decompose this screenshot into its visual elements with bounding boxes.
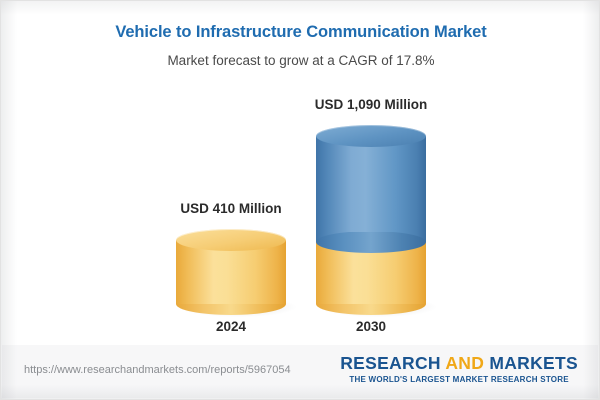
cylinder-segment-divider-2030	[316, 231, 426, 253]
report-url[interactable]: https://www.researchandmarkets.com/repor…	[24, 364, 291, 376]
cylinder-body-growth-upper-2030	[316, 136, 426, 232]
chart-title: Vehicle to Infrastructure Communication …	[115, 23, 487, 41]
footer-bar: https://www.researchandmarkets.com/repor…	[2, 345, 598, 398]
cylinder-top-cap-2030	[316, 125, 426, 147]
bar-value-label-2030: USD 1,090 Million	[314, 97, 428, 112]
category-label-2024: 2024	[215, 319, 247, 334]
logo-wordmark: RESEARCH AND MARKETS	[340, 353, 578, 373]
bar-value-label-2024: USD 410 Million	[180, 201, 282, 216]
chart-subtitle: Market forecast to grow at a CAGR of 17.…	[167, 53, 435, 68]
chart-plot-area: USD 410 Million 2024 USD 1,090 Million	[1, 1, 599, 346]
cylinder-top-cap-2024	[176, 229, 286, 251]
research-and-markets-logo[interactable]: RESEARCH AND MARKETS THE WORLD'S LARGEST…	[340, 353, 578, 385]
category-label-2030: 2030	[355, 319, 387, 334]
logo-word-markets: MARKETS	[489, 353, 578, 373]
logo-word-and: AND	[445, 353, 485, 373]
logo-tagline: THE WORLD'S LARGEST MARKET RESEARCH STOR…	[349, 375, 569, 384]
logo-word-research: RESEARCH	[340, 353, 441, 373]
